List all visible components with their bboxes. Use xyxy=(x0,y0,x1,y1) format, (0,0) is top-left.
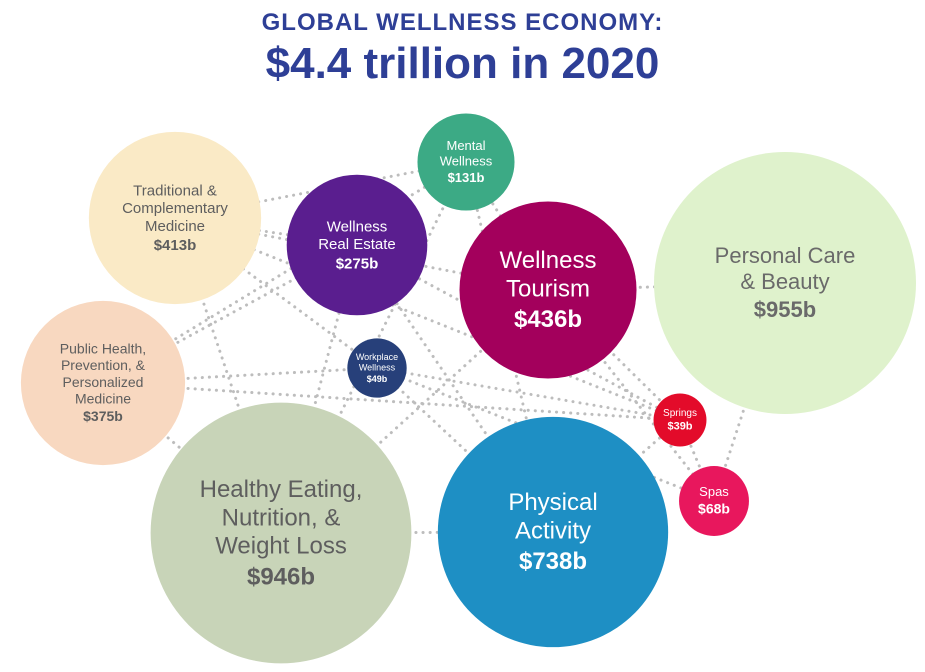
bubble-name-spas-line-0: Spas xyxy=(699,484,729,499)
bubble-circle-physical-activity xyxy=(437,416,669,648)
bubble-name-physical-activity-line-0: Physical xyxy=(508,489,597,516)
bubble-name-wellness-tourism-line-1: Tourism xyxy=(506,275,590,302)
bubble-name-traditional-medicine-line-0: Traditional & xyxy=(133,182,217,199)
bubble-name-mental-wellness-line-1: Wellness xyxy=(440,153,493,168)
bubble-value-springs: $39b xyxy=(667,421,692,433)
bubble-circle-healthy-eating xyxy=(150,402,412,664)
connector-workplace-wellness-springs xyxy=(375,366,682,422)
bubble-name-springs-line-0: Springs xyxy=(663,408,697,419)
bubble-name-healthy-eating-line-2: Weight Loss xyxy=(215,533,347,560)
bubble-circle-workplace-wellness xyxy=(347,338,407,398)
connector-traditional-medicine-springs xyxy=(173,216,682,422)
bubble-value-spas: $68b xyxy=(698,501,730,517)
bubble-value-personal-care-beauty: $955b xyxy=(754,297,816,322)
bubble-value-public-health: $375b xyxy=(83,408,123,424)
bubble-value-mental-wellness: $131b xyxy=(448,170,485,185)
bubble-name-public-health-line-3: Medicine xyxy=(75,390,131,406)
bubble-value-workplace-wellness: $49b xyxy=(367,374,388,384)
bubble-name-public-health-line-0: Public Health, xyxy=(60,341,146,357)
bubble-public-health: Public Health,Prevention, &PersonalizedM… xyxy=(20,300,186,466)
connector-public-health-workplace-wellness xyxy=(101,366,379,385)
bubble-value-wellness-tourism: $436b xyxy=(514,306,582,333)
bubble-name-mental-wellness-line-0: Mental xyxy=(446,138,485,153)
connector-wellness-tourism-springs xyxy=(546,288,682,422)
bubble-circle-mental-wellness xyxy=(417,113,515,211)
bubble-name-workplace-wellness-line-1: Wellness xyxy=(359,362,396,372)
connector-public-health-springs xyxy=(101,381,682,422)
bubble-name-wellness-real-estate-line-1: Real Estate xyxy=(318,236,396,253)
bubble-name-workplace-wellness-line-0: Workplace xyxy=(356,352,398,362)
bubble-name-public-health-line-1: Prevention, & xyxy=(61,357,146,373)
bubble-value-healthy-eating: $946b xyxy=(247,563,315,590)
connector-wellness-tourism-spas xyxy=(546,288,716,503)
bubble-circle-wellness-tourism xyxy=(459,201,637,379)
bubble-circle-wellness-real-estate xyxy=(286,174,428,316)
connector-mental-wellness-physical-activity xyxy=(464,160,555,534)
connector-workplace-wellness-physical-activity xyxy=(375,366,555,534)
bubble-name-personal-care-beauty-line-1: & Beauty xyxy=(740,269,829,294)
title-line-2: $4.4 trillion in 2020 xyxy=(265,39,660,88)
bubble-nodes: Personal Care& Beauty $955b Healthy Eating… xyxy=(20,113,916,664)
bubble-name-healthy-eating-line-0: Healthy Eating, xyxy=(200,476,363,503)
bubble-circle-spas xyxy=(679,466,749,536)
bubble-value-traditional-medicine: $413b xyxy=(154,237,197,254)
bubble-spas: Spas $68b xyxy=(679,466,749,536)
bubble-healthy-eating: Healthy Eating,Nutrition, &Weight Loss $9… xyxy=(150,402,412,664)
connector-traditional-medicine-wellness-real-estate xyxy=(173,216,359,247)
bubble-springs: Springs $39b xyxy=(653,393,707,447)
bubble-circle-personal-care-beauty xyxy=(654,152,916,414)
bubble-personal-care-beauty: Personal Care& Beauty $955b xyxy=(654,152,916,414)
bubble-name-healthy-eating-line-1: Nutrition, & xyxy=(222,504,341,531)
title-line-1: GLOBAL WELLNESS ECONOMY: xyxy=(261,9,664,36)
bubble-value-physical-activity: $738b xyxy=(519,548,587,575)
bubble-circle-public-health xyxy=(20,300,186,466)
bubble-name-traditional-medicine-line-1: Complementary xyxy=(122,200,228,217)
bubble-circle-springs xyxy=(653,393,707,447)
bubble-value-wellness-real-estate: $275b xyxy=(336,255,379,272)
bubble-name-traditional-medicine-line-2: Medicine xyxy=(145,218,205,235)
chart-title: GLOBAL WELLNESS ECONOMY: $4.4 trillion i… xyxy=(0,8,925,90)
bubble-circle-traditional-medicine xyxy=(88,131,262,305)
bubble-name-wellness-real-estate-line-0: Wellness xyxy=(327,218,388,235)
bubble-name-wellness-tourism-line-0: Wellness xyxy=(500,247,597,274)
bubble-name-public-health-line-2: Personalized xyxy=(63,374,144,390)
bubble-name-physical-activity-line-1: Activity xyxy=(515,517,591,544)
bubble-name-personal-care-beauty-line-0: Personal Care xyxy=(715,243,856,268)
